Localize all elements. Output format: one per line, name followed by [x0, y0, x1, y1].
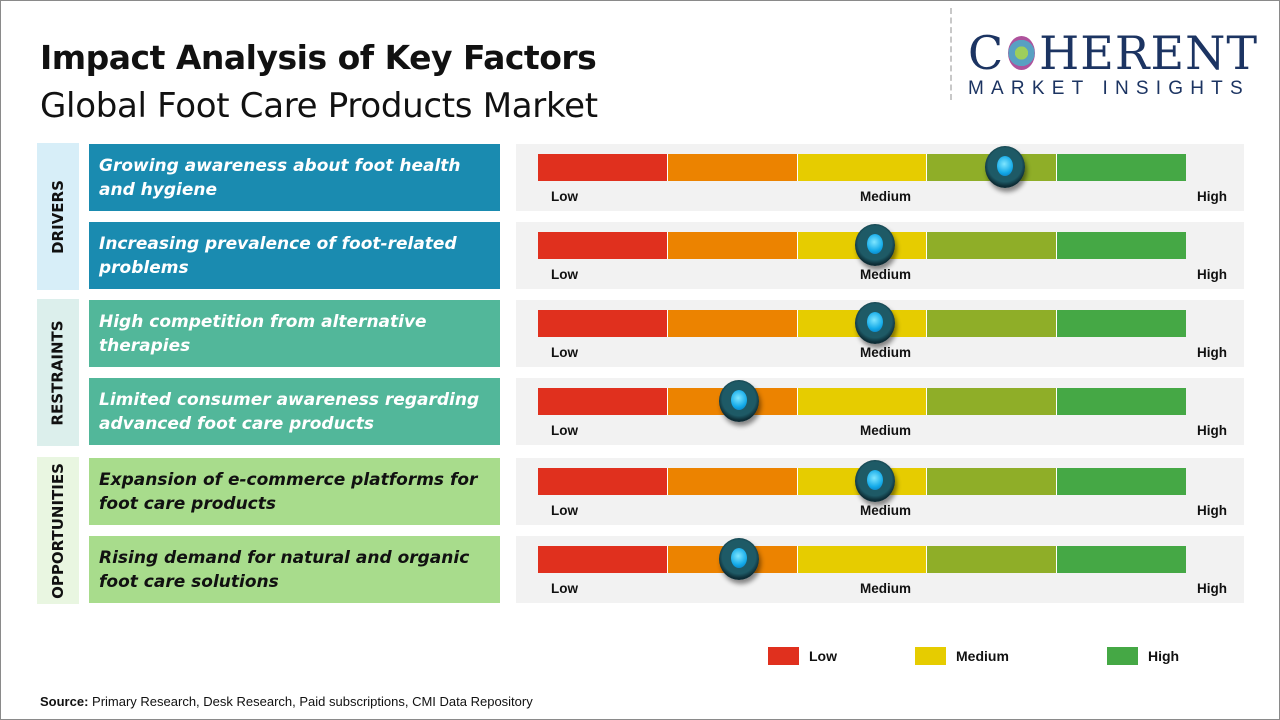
gauge-segment: [667, 310, 798, 337]
scale-label-low: Low: [551, 581, 578, 596]
scale-label-medium: Medium: [860, 423, 912, 438]
impact-marker-knob: [718, 538, 759, 580]
gauge-segment: [667, 468, 798, 495]
source-label: Source:: [40, 694, 89, 709]
scale-label-high: High: [1197, 345, 1227, 360]
gauge-segment: [927, 388, 1058, 415]
logo-subtitle: MARKET INSIGHTS: [968, 78, 1250, 99]
impact-marker-knob: [984, 146, 1025, 188]
scale-label-medium: Medium: [860, 189, 912, 204]
legend-medium: Medium: [915, 647, 1009, 665]
page-subtitle: Global Foot Care Products Market: [40, 86, 598, 126]
logo-text-c: C: [968, 26, 1005, 80]
gauge-segment: [927, 310, 1058, 337]
gauge-bar: [538, 388, 1186, 415]
gauge-bar: [538, 232, 1186, 259]
scale-label-low: Low: [551, 345, 578, 360]
category-name: DRIVERS: [49, 179, 68, 254]
scale-label-high: High: [1197, 423, 1227, 438]
divider: [950, 8, 952, 100]
legend-high: High: [1107, 647, 1179, 665]
page-title: Impact Analysis of Key Factors: [40, 38, 597, 77]
impact-marker-knob: [854, 224, 895, 266]
gauge-segment: [927, 546, 1058, 573]
gauge-segment: [667, 154, 798, 181]
scale-label-high: High: [1197, 189, 1227, 204]
category-label-opportunities: OPPORTUNITIES: [37, 457, 79, 604]
factor-box: Limited consumer awareness regarding adv…: [89, 378, 500, 445]
legend-low: Low: [768, 647, 837, 665]
gauge-bar: [538, 546, 1186, 573]
category-name: OPPORTUNITIES: [49, 462, 67, 599]
gauge-segment: [1057, 388, 1186, 415]
scale-label-low: Low: [551, 189, 578, 204]
scale-label-high: High: [1197, 503, 1227, 518]
impact-marker-knob: [718, 380, 759, 422]
globe-icon: [1008, 36, 1036, 70]
scale-label-medium: Medium: [860, 345, 912, 360]
gauge-segment: [538, 468, 668, 495]
gauge-segment: [538, 232, 668, 259]
source-note: Source: Primary Research, Desk Research,…: [40, 694, 533, 709]
scale-label-high: High: [1197, 267, 1227, 282]
gauge-segment: [1057, 468, 1186, 495]
scale-label-low: Low: [551, 267, 578, 282]
scale-label-high: High: [1197, 581, 1227, 596]
gauge-segment: [797, 546, 928, 573]
gauge-segment: [1057, 310, 1186, 337]
factor-box: High competition from alternative therap…: [89, 300, 500, 367]
factor-box: Increasing prevalence of foot-related pr…: [89, 222, 500, 289]
legend-swatch-medium: [915, 647, 946, 665]
gauge-segment: [1057, 154, 1186, 181]
gauge-segment: [927, 468, 1058, 495]
source-text: Primary Research, Desk Research, Paid su…: [88, 694, 533, 709]
category-label-drivers: DRIVERS: [37, 143, 79, 290]
gauge-segment: [538, 546, 668, 573]
gauge-segment: [538, 154, 668, 181]
category-name: RESTRAINTS: [49, 319, 68, 426]
factor-box: Growing awareness about foot health and …: [89, 144, 500, 211]
impact-gauge: Low Medium High: [516, 222, 1244, 289]
legend-swatch-high: [1107, 647, 1138, 665]
impact-gauge: Low Medium High: [516, 144, 1244, 211]
impact-marker-knob: [854, 460, 895, 502]
category-label-restraints: RESTRAINTS: [37, 299, 79, 446]
scale-label-low: Low: [551, 503, 578, 518]
gauge-segment: [667, 232, 798, 259]
gauge-segment: [797, 154, 928, 181]
logo: C HERENT MARKET INSIGHTS: [968, 30, 1258, 100]
scale-label-medium: Medium: [860, 503, 912, 518]
impact-gauge: Low Medium High: [516, 458, 1244, 525]
impact-gauge: Low Medium High: [516, 536, 1244, 603]
impact-gauge: Low Medium High: [516, 300, 1244, 367]
legend-label: High: [1148, 648, 1180, 664]
scale-label-medium: Medium: [860, 581, 912, 596]
scale-label-low: Low: [551, 423, 578, 438]
logo-text-main: HERENT: [1039, 26, 1258, 80]
legend-swatch-low: [768, 647, 799, 665]
legend-label: Medium: [956, 648, 1009, 664]
gauge-segment: [538, 310, 668, 337]
gauge-segment: [927, 232, 1058, 259]
gauge-segment: [1057, 546, 1186, 573]
gauge-bar: [538, 154, 1186, 181]
gauge-segment: [797, 388, 928, 415]
gauge-segment: [1057, 232, 1186, 259]
gauge-segment: [538, 388, 668, 415]
factor-box: Expansion of e-commerce platforms for fo…: [89, 458, 500, 525]
legend-label: Low: [809, 648, 837, 664]
scale-label-medium: Medium: [860, 267, 912, 282]
impact-gauge: Low Medium High: [516, 378, 1244, 445]
impact-marker-knob: [854, 302, 895, 344]
factor-box: Rising demand for natural and organic fo…: [89, 536, 500, 603]
